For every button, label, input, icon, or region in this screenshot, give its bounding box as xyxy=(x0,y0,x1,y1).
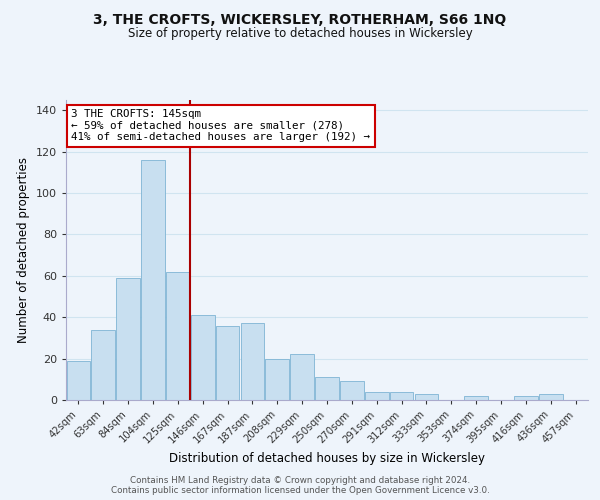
Bar xyxy=(191,315,215,400)
Bar xyxy=(241,324,264,400)
Text: Contains HM Land Registry data © Crown copyright and database right 2024.: Contains HM Land Registry data © Crown c… xyxy=(130,476,470,485)
Bar xyxy=(514,396,538,400)
Bar xyxy=(166,272,190,400)
Bar xyxy=(415,394,438,400)
Text: Size of property relative to detached houses in Wickersley: Size of property relative to detached ho… xyxy=(128,28,472,40)
Bar xyxy=(216,326,239,400)
Bar xyxy=(464,396,488,400)
Bar xyxy=(390,392,413,400)
Y-axis label: Number of detached properties: Number of detached properties xyxy=(17,157,30,343)
Bar xyxy=(539,394,563,400)
Bar xyxy=(116,278,140,400)
Bar xyxy=(315,377,339,400)
Bar xyxy=(265,358,289,400)
Text: 3 THE CROFTS: 145sqm
← 59% of detached houses are smaller (278)
41% of semi-deta: 3 THE CROFTS: 145sqm ← 59% of detached h… xyxy=(71,109,370,142)
Text: 3, THE CROFTS, WICKERSLEY, ROTHERHAM, S66 1NQ: 3, THE CROFTS, WICKERSLEY, ROTHERHAM, S6… xyxy=(94,12,506,26)
Text: Contains public sector information licensed under the Open Government Licence v3: Contains public sector information licen… xyxy=(110,486,490,495)
Bar xyxy=(340,382,364,400)
Bar xyxy=(141,160,165,400)
X-axis label: Distribution of detached houses by size in Wickersley: Distribution of detached houses by size … xyxy=(169,452,485,464)
Bar xyxy=(91,330,115,400)
Bar xyxy=(67,360,90,400)
Bar xyxy=(365,392,389,400)
Bar xyxy=(290,354,314,400)
